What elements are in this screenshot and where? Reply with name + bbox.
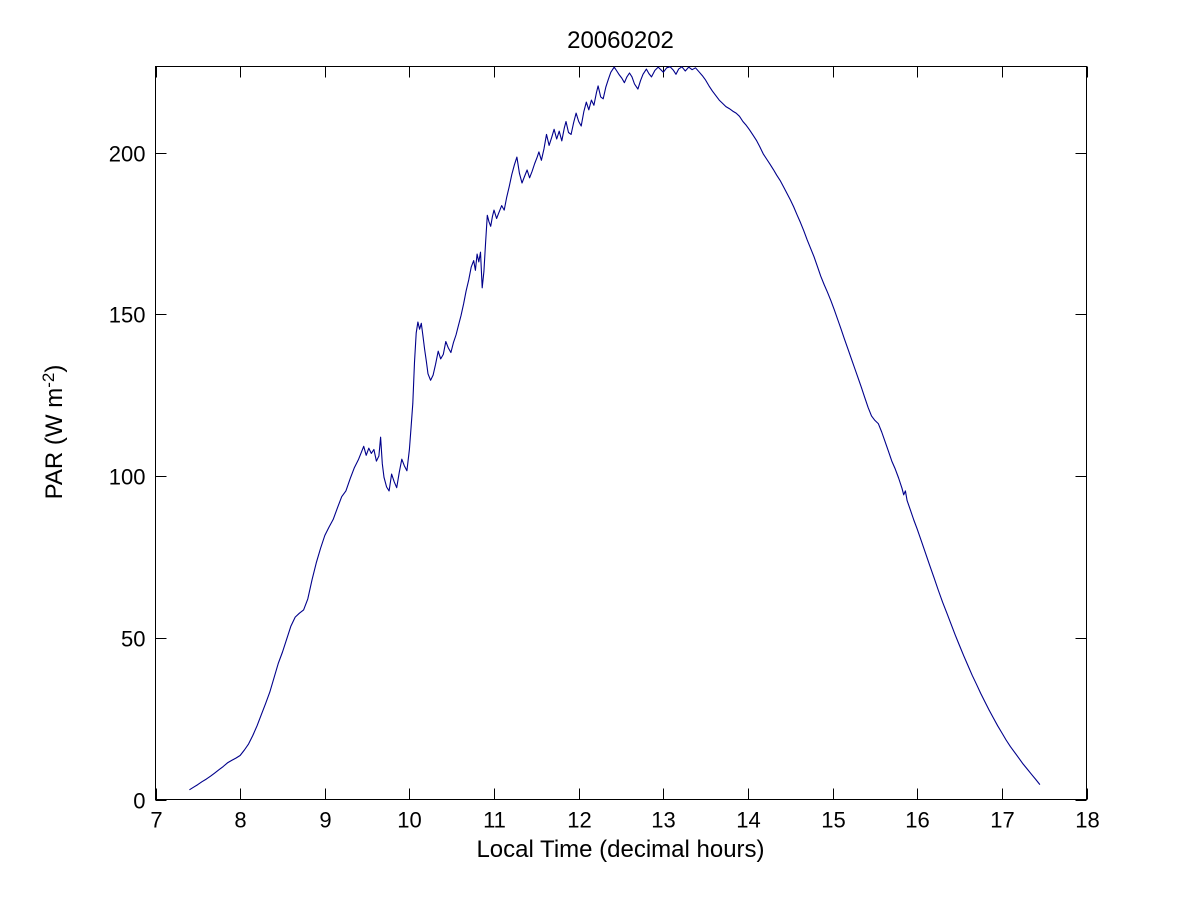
x-tick-label: 13: [651, 808, 675, 833]
x-tick-label: 14: [736, 808, 760, 833]
y-tick-label: 200: [109, 142, 146, 167]
x-tick-label: 8: [234, 808, 246, 833]
y-axis-label-superscript: -2: [39, 372, 58, 388]
y-axis-label-text: PAR (W m: [41, 387, 68, 500]
x-tick-label: 18: [1075, 808, 1099, 833]
y-axis-label: PAR (W m-2): [39, 365, 69, 500]
x-tick-label: 11: [483, 808, 506, 833]
y-tick-label: 50: [121, 627, 145, 652]
x-tick-label: 15: [821, 808, 845, 833]
x-tick-label: 9: [319, 808, 331, 833]
x-axis-label: Local Time (decimal hours): [476, 836, 765, 863]
par-data-line: [189, 66, 1041, 791]
y-tick-label: 150: [109, 303, 146, 328]
y-tick-label: 100: [109, 465, 146, 490]
x-tick-label: 12: [567, 808, 591, 833]
y-axis-label-suffix: ): [41, 364, 68, 373]
x-tick-label: 17: [990, 808, 1014, 833]
plot-box: [155, 66, 1087, 800]
x-tick-label: 10: [397, 808, 421, 833]
x-tick-label: 16: [905, 808, 929, 833]
y-tick-label: 0: [133, 789, 145, 814]
chart-title: 20060202: [567, 27, 674, 54]
x-tick-label: 7: [150, 808, 162, 833]
